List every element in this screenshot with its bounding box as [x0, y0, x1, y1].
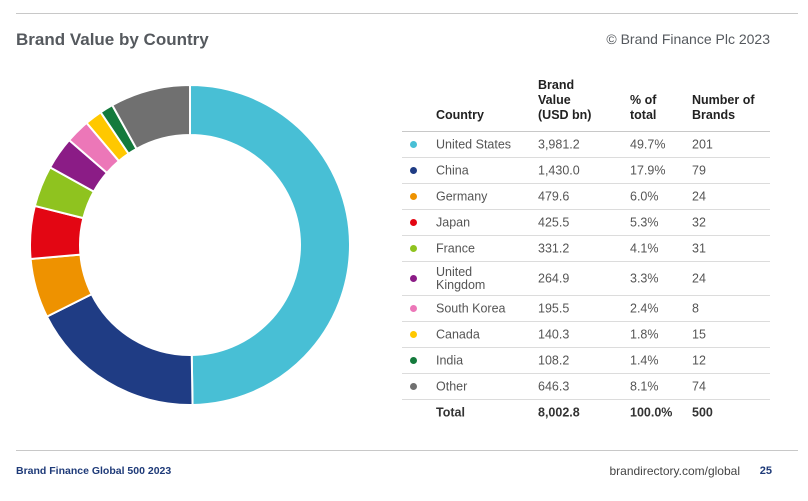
column-header-number-of-brands: Number of Brands — [692, 93, 755, 122]
brands-count-cell: 201 — [692, 137, 713, 151]
donut-chart — [29, 83, 351, 406]
table-row: India 108.2 1.4% 12 — [402, 348, 770, 374]
column-header-country: Country — [436, 108, 484, 122]
percent-cell: 49.7% — [630, 137, 666, 151]
table-row: Canada 140.3 1.8% 15 — [402, 322, 770, 348]
table-row: South Korea 195.5 2.4% 8 — [402, 296, 770, 322]
country-cell: United Kingdom — [436, 264, 486, 292]
table-row: China 1,430.0 17.9% 79 — [402, 158, 770, 184]
legend-dot — [410, 383, 417, 390]
brand-value-cell: 264.9 — [538, 271, 570, 285]
legend-dot — [410, 357, 417, 364]
bottom-rule — [16, 450, 798, 451]
column-header-percent-total: % of total — [630, 93, 657, 122]
legend-dot — [410, 193, 417, 200]
legend-dot — [410, 331, 417, 338]
top-rule — [16, 13, 798, 14]
copyright-notice: © Brand Finance Plc 2023 — [606, 31, 770, 47]
brand-value-cell: 195.5 — [538, 301, 570, 315]
brands-count-cell: 32 — [692, 215, 706, 229]
brands-count-cell: 31 — [692, 241, 706, 255]
percent-cell: 2.4% — [630, 301, 659, 315]
table-row: United Kingdom 264.9 3.3% 24 — [402, 262, 770, 296]
percent-cell: 8.1% — [630, 379, 659, 393]
brand-value-cell: 479.6 — [538, 189, 570, 203]
brands-count-cell: 12 — [692, 353, 706, 367]
country-cell: Canada — [436, 327, 480, 341]
legend-dot — [410, 245, 417, 252]
country-cell: Japan — [436, 215, 471, 229]
brands-count-cell: 24 — [692, 189, 706, 203]
brand-value-cell: 331.2 — [538, 241, 570, 255]
page-title: Brand Value by Country — [16, 30, 209, 49]
brands-count-cell: 15 — [692, 327, 706, 341]
legend-dot — [410, 141, 417, 148]
percent-cell: 3.3% — [630, 271, 659, 285]
table-body: United States 3,981.2 49.7% 201 China 1,430.0… — [402, 132, 770, 400]
donut-slice-united-states — [189, 83, 351, 406]
country-cell: Other — [436, 379, 468, 393]
table-row: Japan 425.5 5.3% 32 — [402, 210, 770, 236]
total-value: 8,002.8 — [538, 405, 580, 419]
page-number: 25 — [759, 465, 772, 477]
table-row: Other 646.3 8.1% 74 — [402, 374, 770, 400]
table-total-row: Total 8,002.8 100.0% 500 — [402, 400, 770, 425]
donut-slice-other — [110, 83, 191, 151]
total-label: Total — [436, 405, 465, 419]
brand-value-cell: 108.2 — [538, 353, 570, 367]
country-cell: China — [436, 163, 469, 177]
donut-slice-china — [45, 292, 194, 406]
percent-cell: 17.9% — [630, 163, 666, 177]
brands-count-cell: 74 — [692, 379, 706, 393]
percent-cell: 6.0% — [630, 189, 659, 203]
publication-title: Brand Finance Global 500 2023 — [16, 465, 172, 477]
percent-cell: 5.3% — [630, 215, 659, 229]
column-header-brand-value: Brand Value (USD bn) — [538, 78, 592, 122]
brand-value-cell: 1,430.0 — [538, 163, 580, 177]
table-row: France 331.2 4.1% 31 — [402, 236, 770, 262]
country-cell: Germany — [436, 189, 488, 203]
legend-dot — [410, 275, 417, 282]
brands-count-cell: 24 — [692, 271, 706, 285]
table-row: United States 3,981.2 49.7% 201 — [402, 132, 770, 158]
legend-dot — [410, 219, 417, 226]
brand-value-cell: 646.3 — [538, 379, 570, 393]
country-cell: India — [436, 353, 464, 367]
country-cell: United States — [436, 137, 512, 151]
brands-count-cell: 8 — [692, 301, 699, 315]
country-cell: France — [436, 241, 475, 255]
percent-cell: 1.4% — [630, 353, 659, 367]
brand-value-cell: 425.5 — [538, 215, 570, 229]
brands-count-cell: 79 — [692, 163, 706, 177]
total-percent: 100.0% — [630, 405, 673, 419]
website-link[interactable]: brandirectory.com/global — [609, 464, 740, 478]
percent-cell: 1.8% — [630, 327, 659, 341]
table-row: Germany 479.6 6.0% 24 — [402, 184, 770, 210]
table-header: Country Brand Value (USD bn) % of total … — [402, 74, 770, 132]
legend-dot — [410, 167, 417, 174]
total-brands: 500 — [692, 405, 713, 419]
brand-value-cell: 3,981.2 — [538, 137, 580, 151]
percent-cell: 4.1% — [630, 241, 659, 255]
brand-value-cell: 140.3 — [538, 327, 570, 341]
country-cell: South Korea — [436, 301, 506, 315]
legend-dot — [410, 305, 417, 312]
brand-value-table: Country Brand Value (USD bn) % of total … — [402, 74, 770, 425]
